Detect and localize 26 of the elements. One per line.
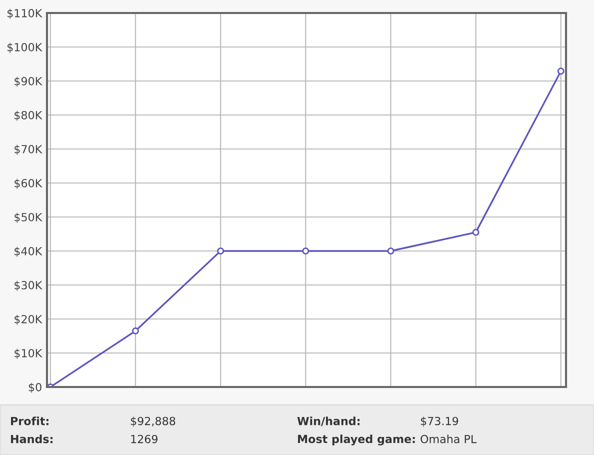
y-tick-label: $0	[28, 382, 42, 393]
point	[132, 327, 139, 334]
text: $92,888	[130, 416, 176, 427]
y-tick-label: $20K	[14, 314, 42, 325]
y-tick-label: $40K	[14, 246, 42, 257]
y-tick-label: $70K	[14, 144, 42, 155]
text: Win/hand:	[297, 416, 360, 426]
y-tick-label: $80K	[14, 110, 42, 121]
y-tick-label: $60K	[14, 178, 42, 189]
point	[302, 248, 310, 254]
point	[472, 228, 480, 236]
text: Hands:	[11, 434, 52, 444]
text: Most played game:	[298, 434, 415, 446]
point	[217, 248, 224, 254]
point	[557, 68, 564, 75]
y-tick-label: $90K	[14, 76, 42, 87]
y-tick-label: $30K	[14, 280, 42, 291]
text: Profit:	[11, 416, 48, 426]
text: Omaha PL	[420, 434, 477, 444]
y-tick-label: $50K	[14, 212, 42, 223]
y-tick-label: $100K	[7, 42, 42, 53]
text: $73.19	[420, 416, 458, 427]
y-tick-label: $110K	[7, 8, 42, 19]
point	[387, 248, 394, 254]
text: 1269	[131, 434, 158, 444]
y-tick-label: $10K	[14, 348, 42, 359]
